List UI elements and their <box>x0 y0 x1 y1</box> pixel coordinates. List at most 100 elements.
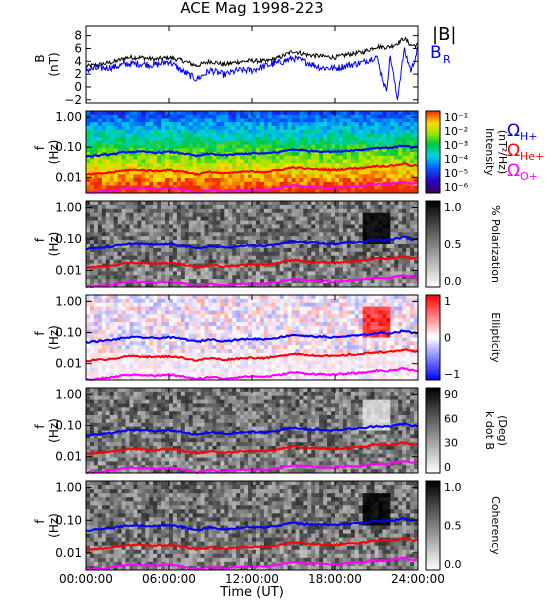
spectrogram-cell <box>390 267 395 272</box>
spectrogram-cell <box>362 140 368 145</box>
spectrogram-cell <box>97 216 103 221</box>
spectrogram-cell <box>252 279 257 284</box>
spectrogram-cell <box>188 144 194 149</box>
spectrogram-cell <box>145 155 150 160</box>
spectrogram-cell <box>89 148 95 153</box>
spectrogram-cell <box>346 152 352 157</box>
spectrogram-cell <box>263 166 269 172</box>
spectrogram-cell <box>390 174 395 179</box>
spectrogram-cell <box>165 341 170 346</box>
spectrogram-cell <box>157 166 162 172</box>
spectrogram-cell <box>319 244 324 249</box>
spectrogram-cell <box>236 349 241 354</box>
spectrogram-cell <box>105 368 111 373</box>
spectrogram-cell <box>113 275 119 280</box>
spectrogram-cell <box>342 133 348 138</box>
spectrogram-cell <box>97 345 103 350</box>
spectrogram-cell <box>259 201 265 206</box>
spectrogram-cell <box>220 111 225 116</box>
spectrogram-cell <box>165 129 170 134</box>
spectrogram-cell <box>105 279 111 284</box>
spectrogram-cell <box>287 283 292 288</box>
spectrogram-cell <box>406 140 411 145</box>
spectrogram-cell <box>196 232 202 237</box>
spectrogram-cell <box>283 267 288 272</box>
spectrogram-cell <box>137 152 142 157</box>
spectrogram-cell <box>366 155 371 160</box>
spectrogram-cell <box>283 244 288 249</box>
spectrogram-cell <box>101 129 107 134</box>
spectrogram-cell <box>299 247 304 253</box>
spectrogram-cell <box>169 181 174 186</box>
spectrogram-cell <box>157 181 162 186</box>
spectrogram-cell <box>153 111 158 116</box>
spectrogram-cell <box>323 267 328 272</box>
spectrogram-cell <box>346 201 352 206</box>
spectrogram-cell <box>216 341 221 346</box>
spectrogram-cell <box>271 129 277 134</box>
spectrogram-cell <box>172 189 178 194</box>
spectrogram-cell <box>319 114 324 119</box>
spectrogram-cell <box>145 314 150 319</box>
spectrogram-cell <box>180 236 186 241</box>
spectrogram-cell <box>145 298 150 304</box>
spectrogram-cell <box>200 368 205 373</box>
spectrogram-cell <box>410 137 415 142</box>
spectrogram-cell <box>283 216 288 221</box>
spectrogram-cell <box>271 333 277 338</box>
spectrogram-cell <box>236 232 241 237</box>
spectrogram-cell <box>145 204 150 210</box>
spectrogram-cell <box>141 125 146 131</box>
spectrogram-cell <box>196 125 202 131</box>
spectrogram-cell <box>133 283 138 288</box>
spectrogram-cell <box>180 240 186 245</box>
spectrogram-cell <box>157 325 162 331</box>
spectrogram-cell <box>291 155 296 160</box>
spectrogram-cell <box>149 212 154 218</box>
spectrogram-cell <box>188 155 194 160</box>
spectrogram-cell <box>97 306 103 311</box>
spectrogram-cell <box>279 360 285 365</box>
spectrogram-cell <box>271 133 277 138</box>
spectrogram-cell <box>240 208 245 214</box>
spectrogram-cell <box>145 251 150 257</box>
spectrogram-cell <box>338 133 344 138</box>
spectrogram-cell <box>169 125 174 131</box>
spectrogram-cell <box>398 283 403 288</box>
spectrogram-cell <box>200 349 205 354</box>
spectrogram-cell <box>244 228 249 233</box>
spectrogram-cell <box>327 118 332 123</box>
spectrogram-cell <box>335 144 340 149</box>
spectrogram-cell <box>263 240 269 245</box>
spectrogram-cell <box>410 236 415 241</box>
spectrogram-cell <box>236 310 241 315</box>
spectrogram-cell <box>97 201 103 206</box>
spectrogram-cell <box>216 133 221 138</box>
spectrogram-cell <box>382 244 387 249</box>
spectrogram-cell <box>161 220 166 225</box>
spectrogram-cell <box>327 178 332 183</box>
spectrogram-cell <box>109 174 115 179</box>
spectrogram-cell <box>259 295 265 300</box>
spectrogram-cell <box>327 267 332 272</box>
spectrogram-cell <box>354 232 360 237</box>
spectrogram-cell <box>248 236 253 241</box>
spectrogram-cell <box>236 166 241 172</box>
spectrogram-cell <box>370 170 375 175</box>
spectrogram-cell <box>109 122 115 127</box>
spectrogram-cell <box>248 341 253 346</box>
spectrogram-cell <box>188 267 194 272</box>
spectrogram-cell <box>390 129 395 134</box>
spectrogram-cell <box>113 247 119 253</box>
spectrogram-cell <box>244 212 249 218</box>
spectrogram-cell <box>382 189 387 194</box>
spectrogram-cell <box>410 251 415 257</box>
spectrogram-cell <box>180 364 186 369</box>
colorbar-cell <box>426 231 440 234</box>
spectrogram-cell <box>283 298 288 304</box>
spectrogram-cell <box>263 267 269 272</box>
spectrogram-cell <box>196 318 202 323</box>
spectrogram-cell <box>165 356 170 362</box>
spectrogram-cell <box>386 232 391 237</box>
spectrogram-cell <box>133 137 138 142</box>
